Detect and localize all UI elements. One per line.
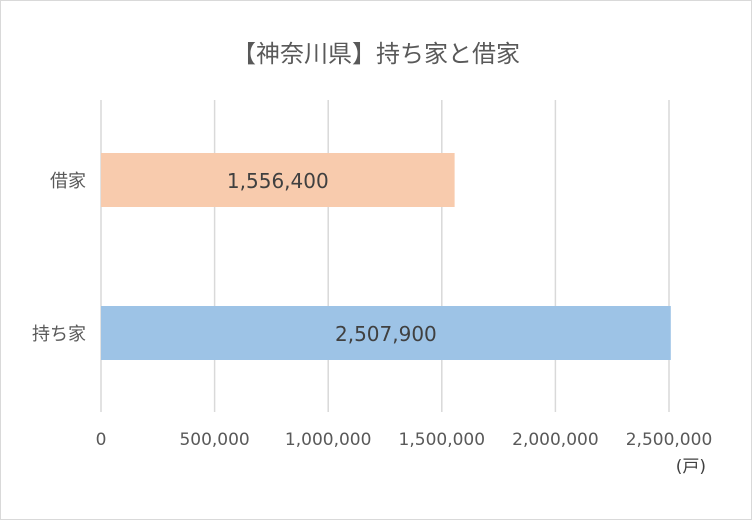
category-label: 借家: [50, 171, 86, 192]
x-tick-label: 2,500,000: [626, 430, 713, 450]
x-axis-unit: (戸): [676, 457, 706, 477]
category-label: 持ち家: [32, 324, 86, 345]
chart-title: 【神奈川県】持ち家と借家: [232, 40, 520, 68]
data-label: 1,556,400: [227, 169, 329, 193]
x-tick-label: 2,000,000: [512, 430, 599, 450]
x-tick-label: 0: [96, 430, 107, 450]
bar: [101, 306, 671, 360]
x-tick-label: 500,000: [179, 430, 249, 450]
x-tick-label: 1,000,000: [285, 430, 372, 450]
data-label: 2,507,900: [335, 322, 437, 346]
x-tick-label: 1,500,000: [399, 430, 486, 450]
bar: [101, 153, 455, 207]
